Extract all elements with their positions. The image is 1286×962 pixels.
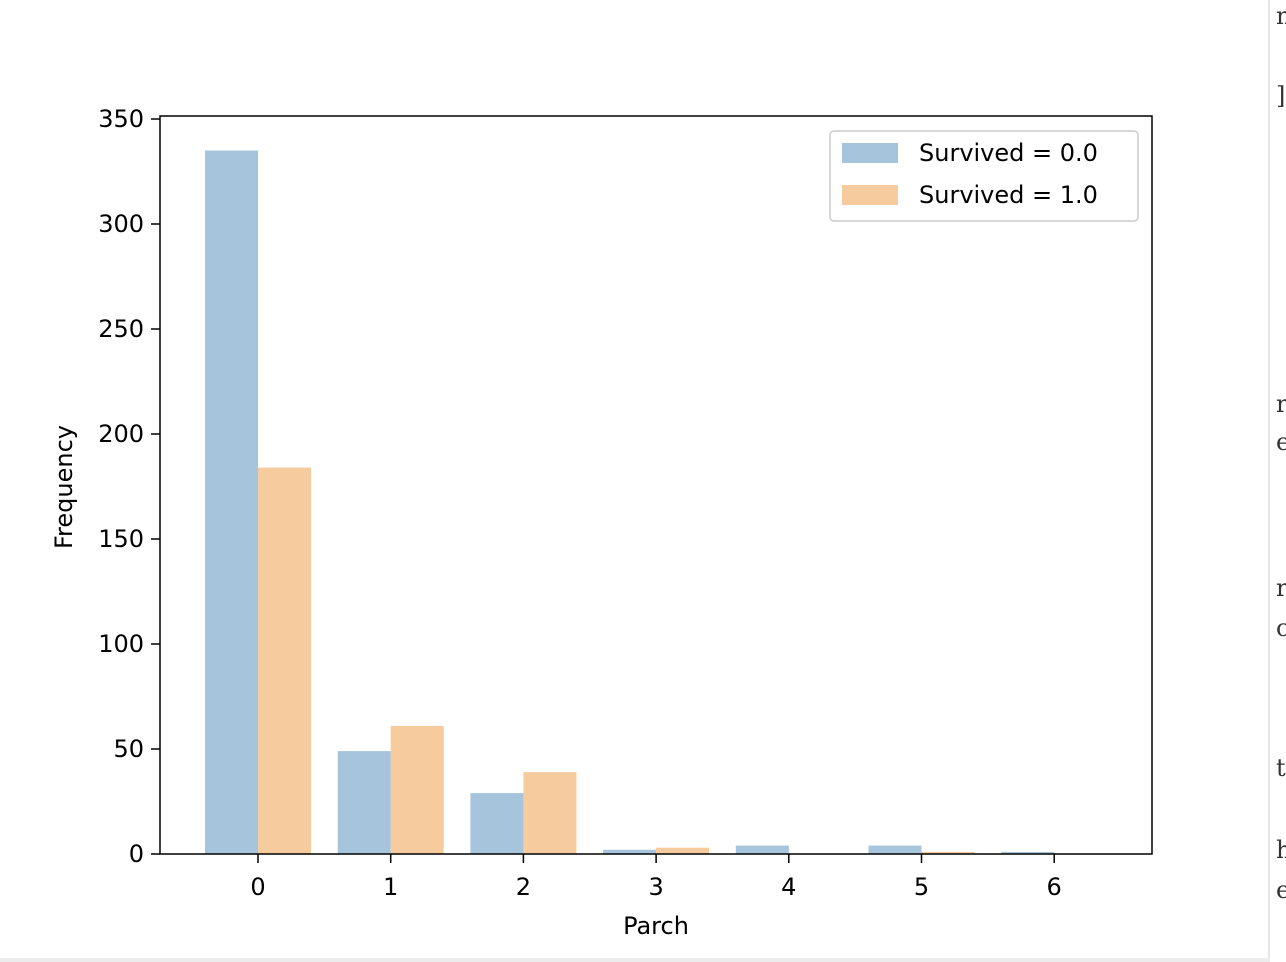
x-tick-label: 0 — [250, 873, 265, 901]
legend: Survived = 0.0 Survived = 1.0 — [829, 130, 1139, 222]
side-text-fragment: t — [1276, 754, 1286, 782]
x-axis-label: Parch — [623, 912, 689, 940]
bar-survived-0-parch-4 — [735, 845, 789, 854]
panel-divider — [1268, 0, 1270, 962]
y-tick-label: 300 — [98, 210, 144, 238]
bar-survived-0-parch-1 — [337, 751, 391, 854]
y-axis: 0 50 100 150 200 250 300 350 — [98, 105, 160, 868]
side-text-fragment: r — [1276, 574, 1286, 602]
side-text-fragment: ] — [1276, 82, 1286, 110]
bar-survived-1-parch-2 — [523, 772, 577, 854]
legend-label-survived-1: Survived = 1.0 — [919, 181, 1098, 209]
bar-survived-0-parch-2 — [470, 793, 524, 854]
bar-survived-0-parch-6 — [1001, 851, 1055, 854]
y-tick-label: 350 — [98, 105, 144, 133]
side-text-fragment: h — [1276, 836, 1286, 864]
side-text-fragment: e — [1276, 428, 1286, 456]
side-text-fragment: r — [1276, 390, 1286, 418]
legend-label-survived-0: Survived = 0.0 — [919, 139, 1098, 167]
legend-swatch-survived-0 — [842, 143, 898, 163]
bar-survived-0-parch-0 — [205, 150, 258, 854]
y-axis-label: Frequency — [50, 425, 78, 549]
bar-survived-1-parch-5 — [921, 851, 975, 854]
side-text-fragment: n — [1276, 2, 1286, 30]
x-tick-label: 4 — [781, 873, 796, 901]
x-tick-label: 6 — [1047, 873, 1062, 901]
x-tick-label: 2 — [516, 873, 531, 901]
legend-swatch-survived-1 — [842, 185, 898, 205]
bars-group — [205, 150, 1055, 854]
x-tick-label: 1 — [383, 873, 398, 901]
y-tick-label: 0 — [129, 840, 144, 868]
y-tick-label: 150 — [98, 525, 144, 553]
y-tick-label: 250 — [98, 315, 144, 343]
side-text-fragment: e — [1276, 876, 1286, 904]
y-tick-label: 200 — [98, 420, 144, 448]
bar-survived-0-parch-3 — [603, 849, 657, 854]
bottom-divider — [0, 958, 1270, 962]
bar-survived-0-parch-5 — [868, 845, 922, 854]
y-tick-label: 100 — [98, 630, 144, 658]
bar-survived-1-parch-0 — [258, 467, 311, 854]
y-tick-label: 50 — [113, 735, 144, 763]
x-tick-label: 3 — [648, 873, 663, 901]
bar-survived-1-parch-3 — [656, 847, 710, 854]
side-text-fragment: c — [1276, 614, 1286, 642]
legend-box — [829, 130, 1139, 222]
x-tick-label: 5 — [914, 873, 929, 901]
bar-survived-1-parch-1 — [390, 725, 444, 854]
x-axis: 0 1 2 3 4 5 6 — [250, 854, 1062, 901]
